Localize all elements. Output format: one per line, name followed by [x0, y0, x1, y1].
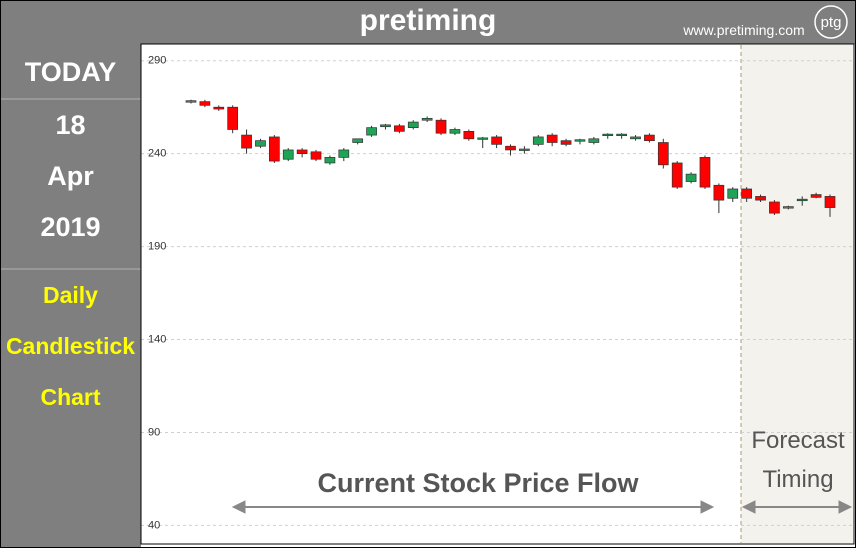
candle-body [435, 119, 447, 134]
candle-body [644, 134, 655, 142]
candle-body [296, 149, 308, 155]
logo: ptg [821, 14, 842, 31]
candle-body [755, 196, 766, 201]
candle-body [657, 142, 669, 166]
today-label: TODAY [24, 57, 117, 87]
candle-body [769, 201, 780, 214]
candle-body [560, 140, 572, 145]
candle-body [532, 136, 544, 145]
url: www.pretiming.com [682, 22, 804, 38]
forecast-annotation: Forecast Timing [751, 427, 845, 493]
candle-body [546, 134, 558, 143]
candle-body [671, 162, 683, 188]
y-tick-label: 140 [148, 333, 166, 345]
candle-body [616, 133, 627, 136]
y-tick-label: 40 [148, 519, 160, 531]
y-tick-label: 290 [148, 55, 166, 67]
candle-body [213, 106, 225, 110]
candle-body [199, 101, 211, 106]
chart-name: Daily Candlestick Chart [5, 282, 136, 410]
candle-body [727, 188, 739, 199]
candle-body [824, 196, 836, 208]
candle-body [810, 194, 822, 198]
candle-body [630, 136, 641, 140]
flow-arrow [231, 500, 715, 514]
candle-body [282, 149, 294, 160]
candle-body [227, 106, 239, 130]
candle-body [352, 138, 364, 143]
candle-body [310, 151, 322, 160]
candle-body [477, 137, 489, 140]
candle-body [449, 129, 461, 134]
forecast-arrow [741, 500, 853, 514]
candle-body [602, 133, 614, 136]
candle-body [519, 148, 530, 151]
candle-body [338, 149, 350, 158]
year: 2019 [40, 212, 101, 242]
month: Apr [47, 161, 94, 191]
forecast-area [741, 45, 853, 543]
candle-body [394, 125, 405, 132]
candle-body [685, 173, 697, 182]
candle-body [782, 206, 794, 209]
candle-body [268, 136, 280, 162]
header-bar [0, 0, 856, 44]
candle-body [463, 131, 475, 140]
candle-body [796, 198, 808, 202]
candle-body [741, 188, 753, 199]
candle-body [505, 145, 516, 151]
candle-body [699, 157, 711, 188]
y-tick-label: 90 [148, 426, 160, 438]
plot: 40 90 140 190 240 290 [141, 55, 854, 531]
candle-body [574, 139, 586, 142]
candle-body [588, 138, 600, 143]
candle-body [407, 121, 419, 128]
flow-annotation: Current Stock Price Flow [317, 468, 639, 498]
title: pretiming [360, 4, 497, 37]
candle-body [366, 127, 377, 136]
y-tick-label: 240 [148, 148, 166, 160]
sidebar [0, 44, 141, 548]
candle-body [491, 136, 502, 145]
y-tick-label: 190 [148, 241, 166, 253]
candle-body [255, 140, 266, 147]
logo-ring [814, 5, 848, 39]
candle-body [380, 124, 391, 128]
plot-frame [140, 43, 855, 545]
candle-body [241, 134, 252, 149]
candle-body [324, 157, 336, 164]
candle-body [713, 184, 725, 201]
candle-body [185, 100, 197, 103]
day: 18 [55, 110, 86, 140]
candle-body [421, 117, 433, 121]
